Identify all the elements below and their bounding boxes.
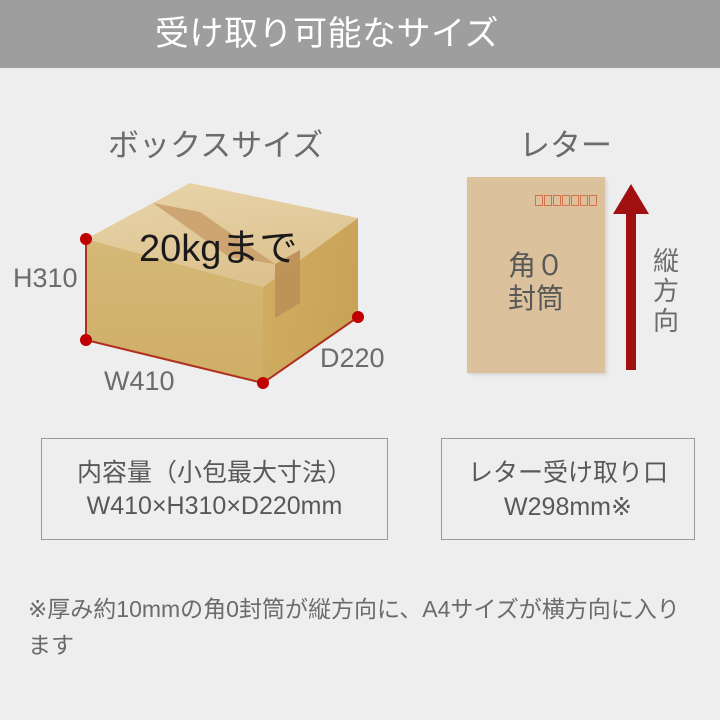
box-section-heading: ボックスサイズ [108, 128, 324, 163]
info-capacity-value: W410×H310×D220mm [86, 492, 343, 520]
measure-line-width [85, 339, 264, 384]
postal-code-box [562, 195, 570, 206]
postal-code-box [580, 195, 588, 206]
dimension-label-depth: D220 [320, 343, 385, 373]
vertical-direction-arrow [608, 182, 654, 372]
cardboard-box-illustration [0, 140, 420, 410]
corner-marker-bottom-left [80, 334, 92, 346]
postal-code-boxes [535, 195, 597, 206]
postal-code-box [535, 195, 543, 206]
dimension-label-height: H310 [13, 263, 78, 293]
header-bar: 受け取り可能なサイズ [0, 0, 720, 68]
letter-section-heading: レター [519, 128, 612, 163]
info-box-letter-slot: レター受け取り口 W298mm※ [441, 438, 695, 540]
info-box-capacity: 内容量（小包最大寸法） W410×H310×D220mm [41, 438, 388, 540]
corner-marker-top-left [80, 233, 92, 245]
box-tape-side [275, 250, 300, 318]
envelope-illustration: 角０ 封筒 [467, 177, 605, 373]
envelope-label: 角０ 封筒 [467, 249, 605, 315]
info-capacity-title: 内容量（小包最大寸法） [76, 459, 352, 487]
corner-marker-bottom-right [352, 311, 364, 323]
footnote-text: ※厚み約10mmの角0封筒が縦方向に、A4サイズが横方向に入ります [28, 596, 680, 658]
postal-code-box [544, 195, 552, 206]
box-weight-label: 20kgまで [139, 228, 298, 270]
postal-code-box [553, 195, 561, 206]
info-letter-slot-title: レター受け取り口 [467, 459, 668, 487]
arrow-head-icon [613, 184, 649, 214]
vertical-direction-label: 縦方向 [652, 246, 679, 337]
box-tape-top [153, 203, 275, 264]
corner-marker-bottom-mid [257, 377, 269, 389]
box-front-face [86, 239, 263, 383]
postal-code-box [589, 195, 597, 206]
arrow-shaft [626, 212, 636, 370]
measure-line-depth [262, 316, 359, 384]
box-side-face [263, 218, 358, 383]
postal-code-box [571, 195, 579, 206]
envelope-label-line2: 封筒 [507, 283, 564, 315]
dimension-label-width: W410 [104, 366, 175, 396]
info-letter-slot-value: W298mm※ [504, 493, 632, 521]
envelope-label-line1: 角０ [507, 250, 564, 281]
page-title: 受け取り可能なサイズ [155, 15, 499, 53]
